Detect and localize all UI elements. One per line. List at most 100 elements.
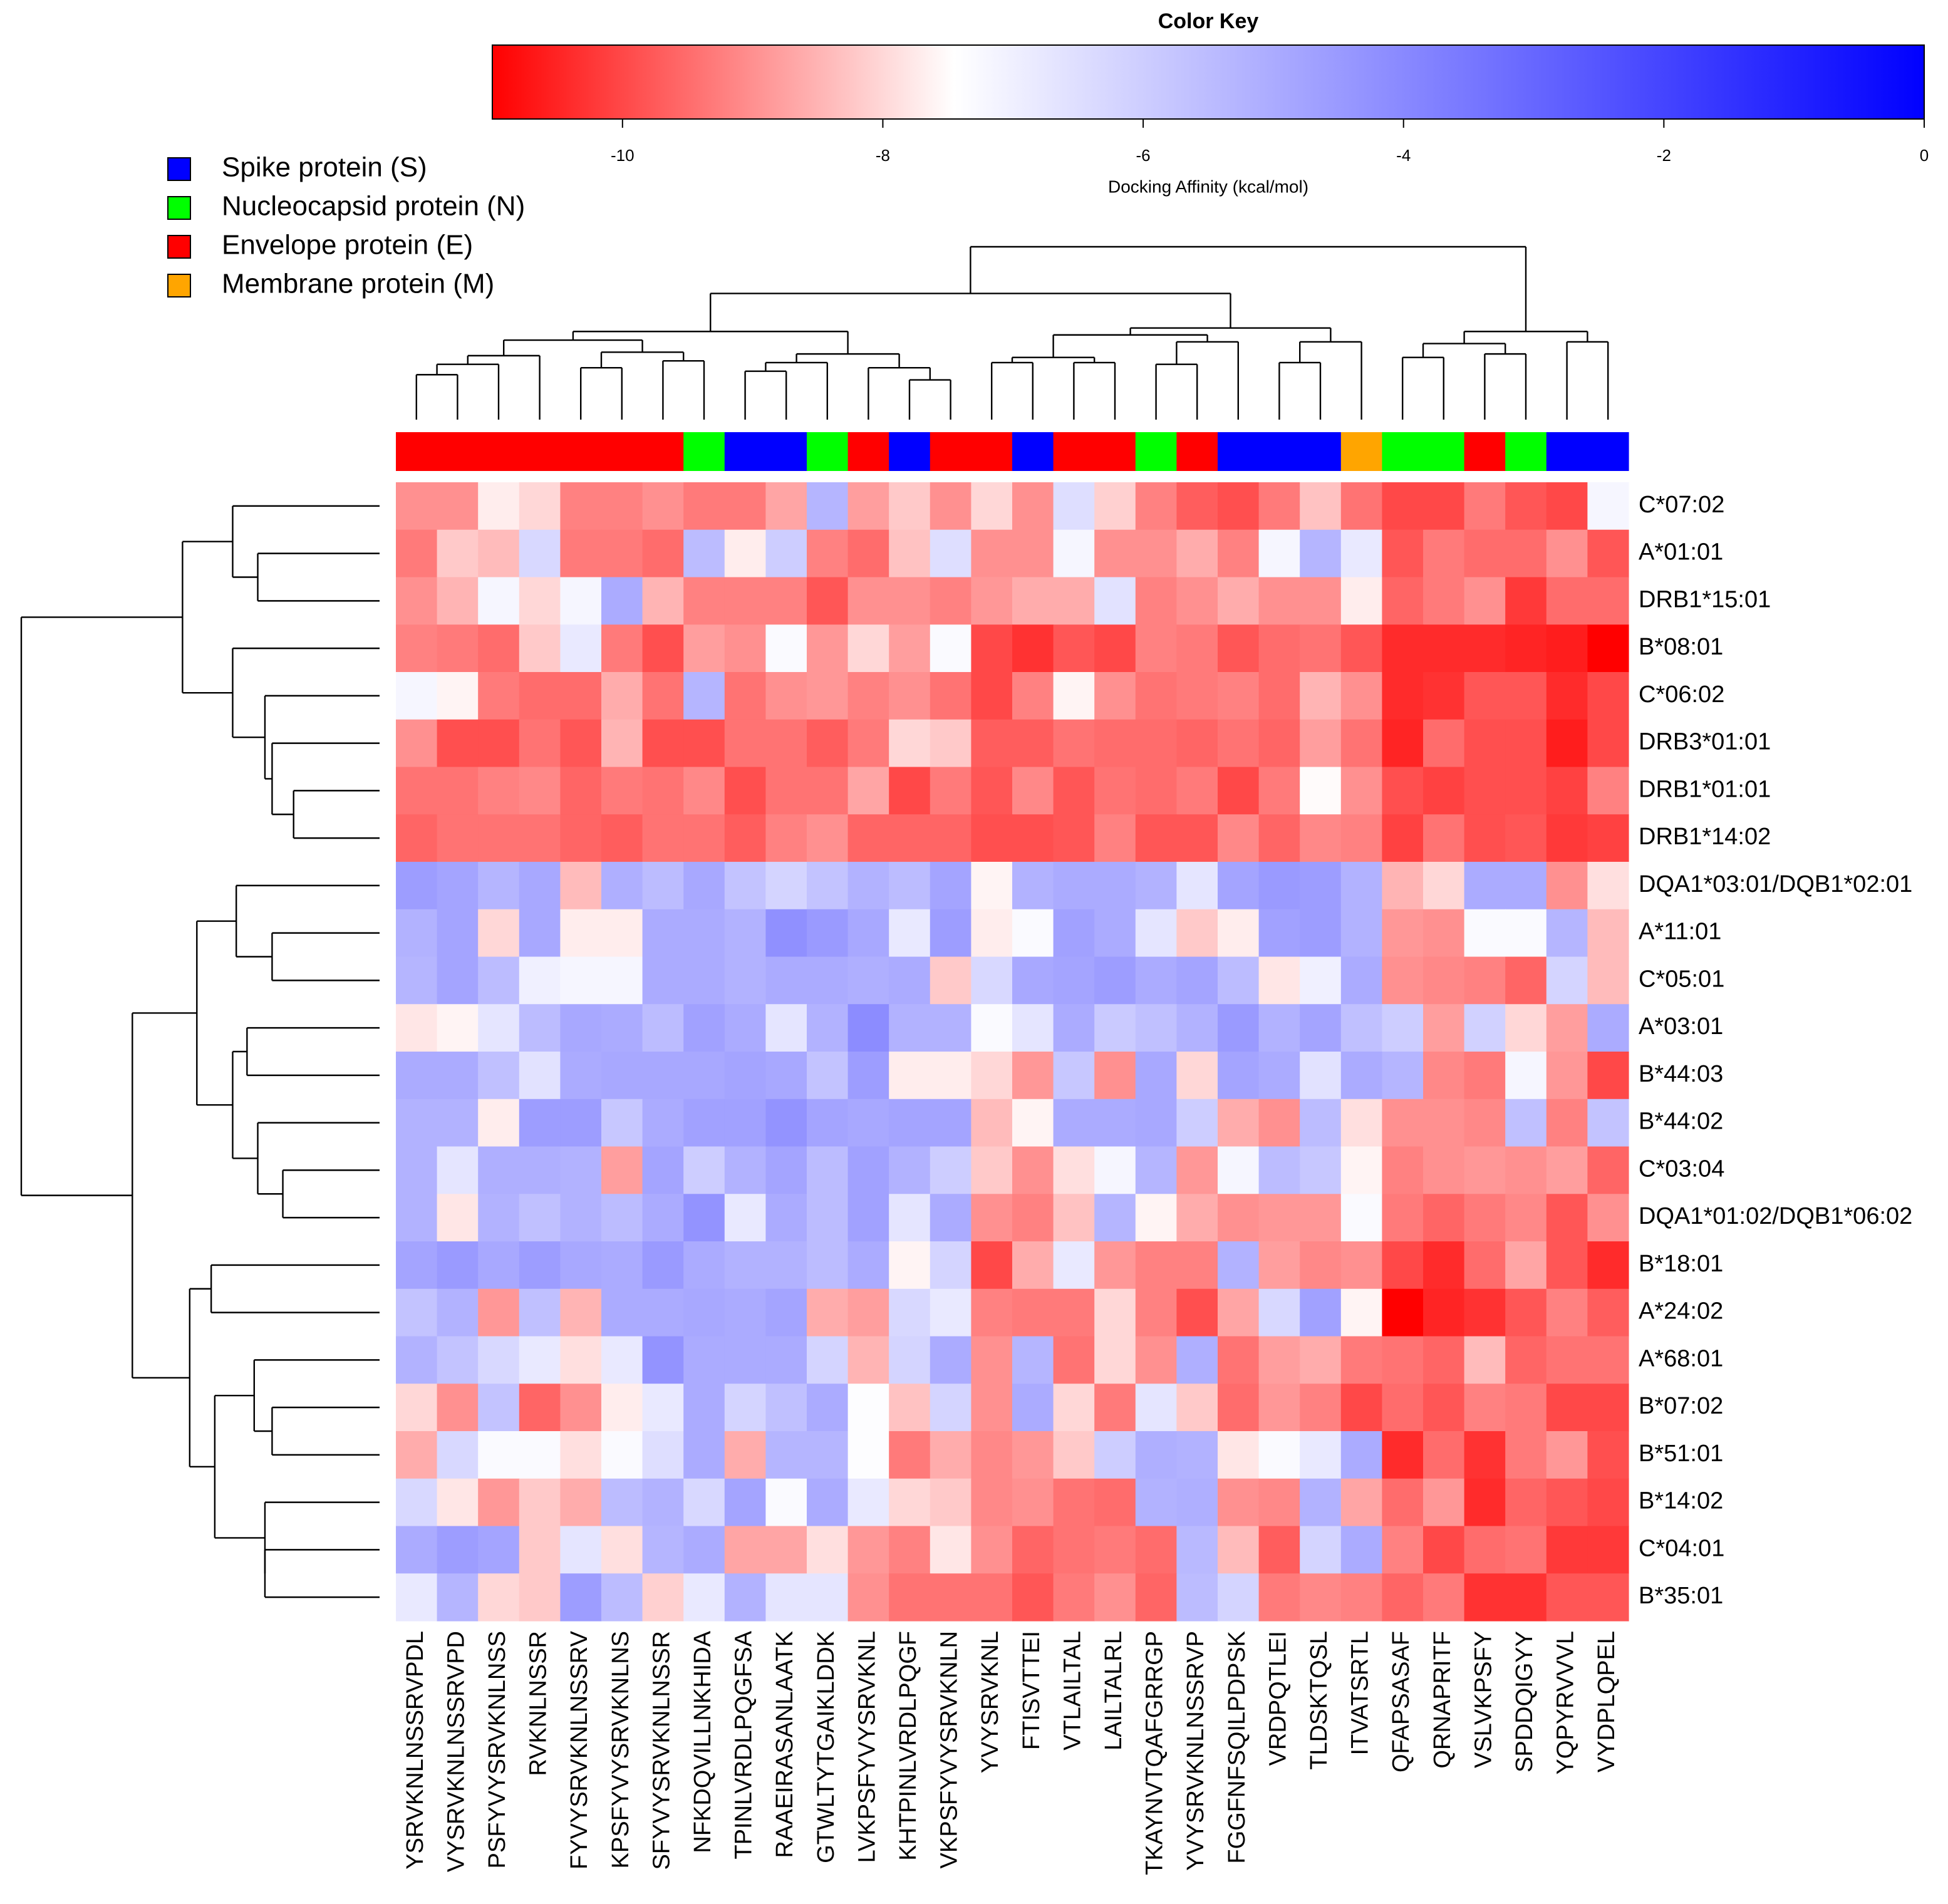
row-label: A*68:01 <box>1639 1345 1723 1372</box>
heatmap-cell <box>1176 814 1218 862</box>
heatmap-cell <box>807 1573 849 1622</box>
heatmap-cell <box>1218 1146 1260 1194</box>
heatmap-cell <box>1587 1526 1629 1574</box>
heatmap-cell <box>889 672 931 720</box>
heatmap-cell <box>1505 1478 1547 1527</box>
heatmap-cell <box>519 1573 561 1622</box>
heatmap-cell <box>560 672 602 720</box>
heatmap-cell <box>683 1573 725 1622</box>
heatmap-cell <box>601 1526 643 1574</box>
heatmap-cell <box>1505 767 1547 815</box>
heatmap-cell <box>1258 1384 1300 1432</box>
heatmap-cell <box>1258 719 1300 768</box>
heatmap-cell <box>889 1288 931 1337</box>
heatmap-cell <box>1300 956 1342 1005</box>
group-bar <box>478 432 520 471</box>
heatmap-cell <box>1546 1478 1588 1527</box>
heatmap-cell <box>642 1526 684 1574</box>
heatmap-cell <box>807 1194 849 1242</box>
heatmap-cell <box>1382 624 1424 673</box>
heatmap-cell <box>1176 1288 1218 1337</box>
heatmap-cell <box>478 814 520 862</box>
column-label: VKPSFYVYSRVKNLN <box>936 1631 963 1868</box>
heatmap-cell <box>765 862 807 910</box>
heatmap-cell <box>724 529 766 578</box>
legend-label: Envelope protein (E) <box>222 230 473 261</box>
heatmap-cell <box>1464 767 1506 815</box>
heatmap-cell <box>437 1146 479 1194</box>
heatmap-cell <box>1258 577 1300 625</box>
heatmap-cell <box>1587 814 1629 862</box>
heatmap-cell <box>560 1573 602 1622</box>
heatmap-cell <box>1218 1478 1260 1527</box>
heatmap-cell <box>642 814 684 862</box>
heatmap-cell <box>847 1194 889 1242</box>
column-label: RAAEIRASANLAATK <box>772 1631 798 1858</box>
heatmap-cell <box>560 1431 602 1479</box>
heatmap-cell <box>683 1478 725 1527</box>
heatmap-cell <box>807 1288 849 1337</box>
heatmap-cell <box>1382 1099 1424 1147</box>
heatmap-cell <box>1464 1431 1506 1479</box>
heatmap-cell <box>724 1384 766 1432</box>
heatmap-cell <box>971 1478 1013 1527</box>
heatmap-cell <box>1587 577 1629 625</box>
heatmap-cell <box>1218 529 1260 578</box>
heatmap-cell <box>437 624 479 673</box>
heatmap-cell <box>1053 862 1095 910</box>
heatmap-cell <box>1053 1431 1095 1479</box>
heatmap-cell <box>437 672 479 720</box>
heatmap-cell <box>519 719 561 768</box>
heatmap-cell <box>601 1052 643 1100</box>
heatmap-cell <box>1464 1573 1506 1622</box>
heatmap-cell <box>1176 577 1218 625</box>
heatmap-cell <box>437 1431 479 1479</box>
row-label: C*03:04 <box>1639 1156 1724 1182</box>
heatmap-cell <box>1423 1241 1465 1290</box>
heatmap-cell <box>1258 1478 1300 1527</box>
heatmap-cell <box>1423 1146 1465 1194</box>
heatmap-cell <box>1012 1526 1054 1574</box>
heatmap-cell <box>1012 577 1054 625</box>
heatmap-cell <box>642 672 684 720</box>
heatmap-cell <box>1546 1288 1588 1337</box>
heatmap-cell <box>1423 909 1465 958</box>
heatmap-cell <box>889 1146 931 1194</box>
column-label: FGGFNFSQILPDPSK <box>1224 1631 1250 1864</box>
heatmap-cell <box>1135 1573 1177 1622</box>
heatmap-cell <box>765 767 807 815</box>
heatmap-cell <box>1218 1431 1260 1479</box>
heatmap-cell <box>930 672 971 720</box>
heatmap-cell <box>478 862 520 910</box>
heatmap-cell <box>396 909 438 958</box>
heatmap-cell <box>1587 1573 1629 1622</box>
heatmap-cell <box>1012 482 1054 530</box>
heatmap-cell <box>1340 1288 1382 1337</box>
heatmap-cell <box>1135 1099 1177 1147</box>
heatmap-cell <box>847 1526 889 1574</box>
heatmap-cell <box>478 1431 520 1479</box>
heatmap-cell <box>1300 1194 1342 1242</box>
heatmap-cell <box>1382 1194 1424 1242</box>
heatmap-cell <box>1546 1194 1588 1242</box>
heatmap-cell <box>1464 482 1506 530</box>
heatmap-cell <box>1382 1288 1424 1337</box>
heatmap-cell <box>1218 1526 1260 1574</box>
column-label: VTLAILTAL <box>1059 1631 1085 1751</box>
group-bar <box>683 432 725 471</box>
heatmap-cell <box>1094 1573 1136 1622</box>
heatmap-cell <box>1505 1241 1547 1290</box>
heatmap-cell <box>601 1288 643 1337</box>
column-label: VYDPLQPEL <box>1593 1631 1620 1772</box>
heatmap-cell <box>642 909 684 958</box>
heatmap-cell <box>1094 1526 1136 1574</box>
heatmap-cell <box>765 909 807 958</box>
heatmap-cell <box>1176 1146 1218 1194</box>
heatmap-cell <box>1340 1194 1382 1242</box>
heatmap-cell <box>930 529 971 578</box>
key-tick-label: -4 <box>1396 146 1411 165</box>
heatmap-cell <box>807 1384 849 1432</box>
heatmap-cell <box>437 1384 479 1432</box>
heatmap-cell <box>1546 1384 1588 1432</box>
heatmap-cell <box>1300 1431 1342 1479</box>
